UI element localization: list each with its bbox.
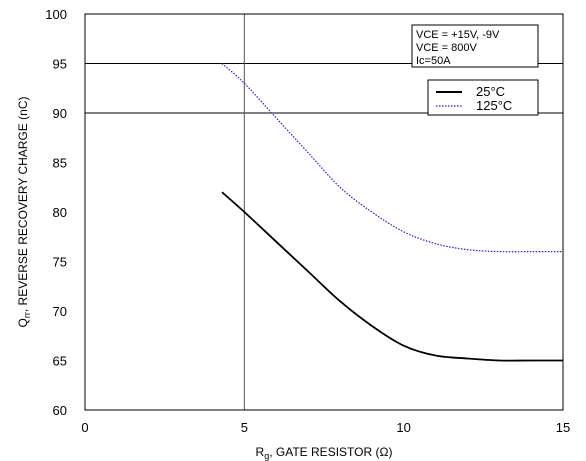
x-axis-label: Rg, GATE RESISTOR (Ω) — [256, 445, 393, 461]
y-tick-label: 70 — [53, 304, 67, 319]
y-axis-label-main: Q — [16, 318, 30, 327]
x-axis-label-sub: g — [264, 451, 269, 461]
x-axis-label-rest: , GATE RESISTOR (Ω) — [269, 445, 392, 459]
condition-vce: VCE = 800V — [416, 42, 478, 54]
conditions-frame — [411, 24, 539, 68]
x-tick-label: 15 — [556, 420, 570, 435]
x-axis-label-main: R — [256, 445, 265, 459]
y-axis-label-sub: rr — [22, 312, 32, 318]
y-tick-label: 85 — [53, 156, 67, 171]
series-line-0 — [221, 191, 563, 362]
series — [221, 63, 563, 362]
legend-label-25c: 25°C — [476, 84, 505, 99]
conditions-box: VCE = +15V, -9V VCE = 800V Ic=50A — [411, 24, 539, 68]
legend-frame — [427, 79, 539, 116]
legend-label-125c: 125°C — [476, 98, 512, 113]
legend: 25°C 125°C — [427, 79, 539, 116]
series-line-1 — [221, 63, 563, 253]
y-axis-label-rest: , REVERSE RECOVERY CHARGE (nC) — [16, 97, 30, 313]
condition-vce-gate: VCE = +15V, -9V — [416, 29, 500, 41]
x-tick-label: 0 — [81, 420, 88, 435]
y-tick-label: 75 — [53, 255, 67, 270]
ticks: 60 65 70 75 80 85 90 95 100 0 5 10 15 — [45, 7, 570, 435]
y-axis-label: Qrr, REVERSE RECOVERY CHARGE (nC) — [16, 97, 32, 328]
x-tick-label: 5 — [241, 420, 248, 435]
condition-ic: Ic=50A — [416, 55, 451, 67]
x-tick-label: 10 — [396, 420, 410, 435]
plot-frame — [84, 13, 564, 411]
y-tick-label: 60 — [53, 403, 67, 418]
y-tick-label: 80 — [53, 205, 67, 220]
y-tick-label: 95 — [53, 57, 67, 72]
y-tick-label: 90 — [53, 106, 67, 121]
gridlines — [85, 13, 563, 410]
y-tick-label: 65 — [53, 354, 67, 369]
y-tick-label: 100 — [45, 7, 67, 22]
